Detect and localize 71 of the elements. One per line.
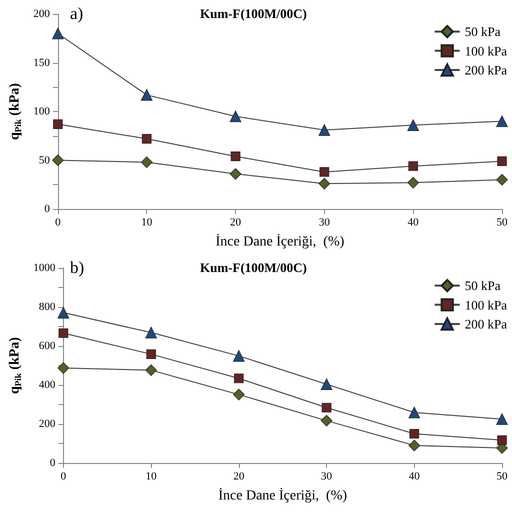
point xyxy=(320,167,330,177)
point xyxy=(145,326,157,338)
y-tick-label: 50 xyxy=(38,154,50,166)
point xyxy=(318,178,330,190)
point xyxy=(318,124,330,136)
annotation: a) xyxy=(70,4,84,23)
point xyxy=(497,156,507,166)
point xyxy=(496,115,508,128)
y-tick-label: 600 xyxy=(38,340,56,352)
legend-label: 100 kPa xyxy=(464,297,508,312)
point xyxy=(52,28,64,40)
y-tick-label: 200 xyxy=(33,8,50,20)
y-tick-label: 400 xyxy=(38,379,56,391)
x-tick-label: 50 xyxy=(496,470,508,482)
point xyxy=(58,362,70,374)
point xyxy=(496,174,508,186)
x-tick-label: 40 xyxy=(408,470,420,482)
y-axis-title: qPik (kPa) xyxy=(8,336,23,394)
y-axis-title: qPik (kPa) xyxy=(8,82,23,140)
point xyxy=(408,440,420,452)
point xyxy=(52,154,64,166)
point xyxy=(407,176,419,188)
point xyxy=(145,364,157,376)
y-tick-label: 150 xyxy=(33,56,50,69)
point xyxy=(58,328,68,338)
legend-label: 200 kPa xyxy=(464,62,508,78)
y-tick-label: 0 xyxy=(44,203,50,215)
point xyxy=(409,428,420,439)
point xyxy=(140,89,153,101)
y-tick-label: 0 xyxy=(50,457,56,469)
x-tick-label: 20 xyxy=(233,470,245,482)
annotation: b) xyxy=(70,258,84,277)
x-axis-title: İnce Dane İçeriği, (%) xyxy=(216,234,345,250)
y-tick-label: 800 xyxy=(38,301,56,313)
x-tick-label: 40 xyxy=(408,216,420,228)
y-tick-label: 100 xyxy=(33,106,50,118)
point xyxy=(322,402,332,412)
x-axis-title: İnce Dane İçeriği, (%) xyxy=(218,488,348,504)
point xyxy=(496,413,508,425)
point xyxy=(320,414,332,426)
legend-label: 50 kPa xyxy=(464,24,501,40)
legend-label: 200 kPa xyxy=(464,316,508,332)
point xyxy=(58,306,70,318)
point xyxy=(146,349,156,359)
chart-title: Kum-F(100M/00C) xyxy=(200,6,307,21)
point xyxy=(233,388,245,400)
y-tick-label: 200 xyxy=(38,418,56,430)
point xyxy=(140,156,153,168)
x-tick-label: 10 xyxy=(146,470,158,482)
point xyxy=(407,119,419,131)
x-tick-label: 20 xyxy=(230,216,242,228)
y-tick-label: 1000 xyxy=(33,262,56,274)
point xyxy=(230,152,240,162)
chart-title: Kum-F(100M/00C) xyxy=(200,260,307,275)
x-tick-label: 10 xyxy=(141,216,153,228)
point xyxy=(230,110,242,122)
x-tick-label: 50 xyxy=(496,216,508,228)
point xyxy=(408,406,420,418)
point xyxy=(234,374,244,384)
point xyxy=(320,378,332,390)
legend-label: 100 kPa xyxy=(464,43,508,58)
x-tick-label: 0 xyxy=(60,470,67,482)
point xyxy=(408,161,418,171)
legend-label: 50 kPa xyxy=(464,278,501,294)
point xyxy=(230,168,242,180)
point xyxy=(233,350,245,362)
point xyxy=(497,435,507,445)
x-tick-label: 30 xyxy=(321,470,333,482)
x-tick-label: 30 xyxy=(318,216,330,228)
point xyxy=(53,119,63,129)
point xyxy=(142,134,152,144)
